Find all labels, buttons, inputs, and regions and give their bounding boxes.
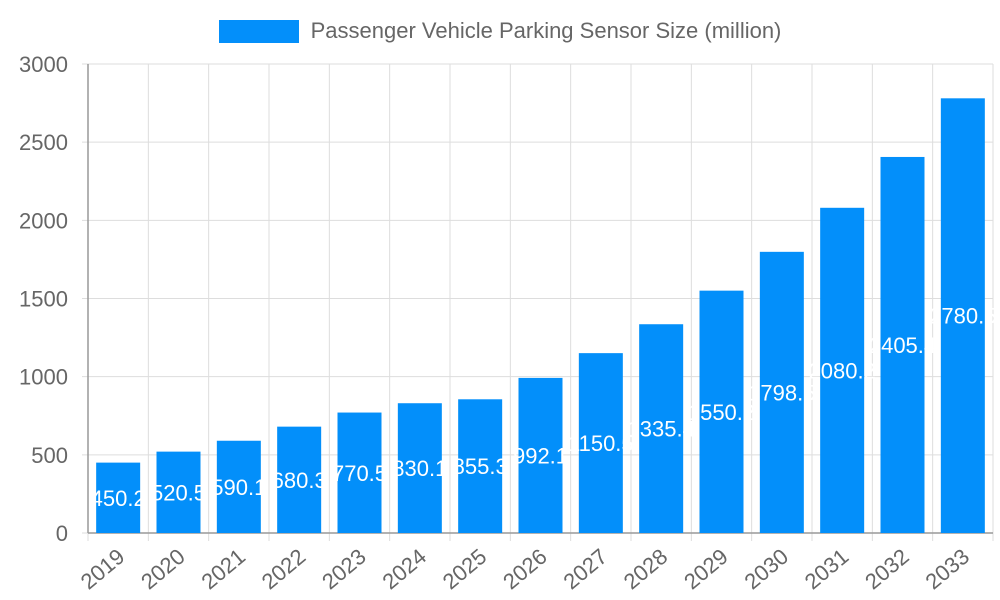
bar	[699, 290, 744, 533]
data-label: 2405.4	[869, 333, 936, 358]
data-label: 2080.2	[809, 358, 876, 383]
x-tick-label: 2019	[76, 544, 130, 595]
bar	[277, 426, 322, 533]
x-tick-label: 2023	[317, 544, 371, 595]
bar	[518, 377, 563, 533]
data-label: 855.3	[453, 454, 508, 479]
data-label: 520.5	[151, 480, 206, 505]
x-tick-label: 2021	[196, 544, 250, 595]
legend-swatch	[218, 19, 299, 43]
data-label: 1150.5	[568, 431, 634, 456]
x-tick-label: 2020	[136, 544, 190, 595]
bar	[216, 440, 261, 533]
data-label: 1798.5	[748, 380, 815, 405]
data-label: 590.1	[211, 475, 266, 500]
x-tick-label: 2033	[920, 544, 974, 595]
x-tick-label: 2027	[558, 544, 612, 595]
y-tick-label: 2000	[19, 208, 68, 233]
bar	[940, 98, 985, 533]
data-label: 1550.2	[688, 400, 755, 425]
data-label: 830.1	[392, 456, 447, 481]
x-tick-label: 2030	[739, 544, 793, 595]
x-tick-label: 2028	[619, 544, 673, 595]
bar	[759, 251, 804, 533]
bar	[156, 451, 201, 533]
x-tick-label: 2024	[377, 544, 431, 595]
data-label: 680.3	[272, 468, 327, 493]
bar	[397, 403, 442, 533]
bar	[880, 156, 925, 533]
y-tick-label: 2500	[19, 130, 68, 155]
data-label: 992.1	[513, 443, 568, 468]
data-label: 1335.4	[628, 417, 695, 442]
bar	[337, 412, 382, 533]
legend[interactable]: Passenger Vehicle Parking Sensor Size (m…	[0, 18, 1000, 44]
bar	[820, 207, 865, 533]
y-tick-label: 1000	[19, 365, 68, 390]
y-tick-label: 1500	[19, 287, 68, 312]
y-tick-label: 500	[31, 443, 68, 468]
legend-label: Passenger Vehicle Parking Sensor Size (m…	[310, 18, 782, 43]
data-label: 2780.5	[929, 304, 996, 329]
bar	[96, 462, 141, 533]
data-label: 770.5	[332, 461, 387, 486]
bar	[578, 353, 623, 533]
y-tick-label: 0	[56, 521, 68, 546]
y-tick-label: 3000	[19, 52, 68, 77]
x-tick-label: 2031	[800, 544, 854, 595]
data-label: 450.2	[91, 486, 146, 511]
x-tick-label: 2029	[679, 544, 733, 595]
bar	[458, 399, 503, 533]
x-tick-label: 2026	[498, 544, 552, 595]
x-tick-label: 2032	[860, 544, 914, 595]
bar	[639, 324, 684, 533]
x-tick-label: 2025	[438, 544, 492, 595]
x-tick-label: 2022	[257, 544, 311, 595]
